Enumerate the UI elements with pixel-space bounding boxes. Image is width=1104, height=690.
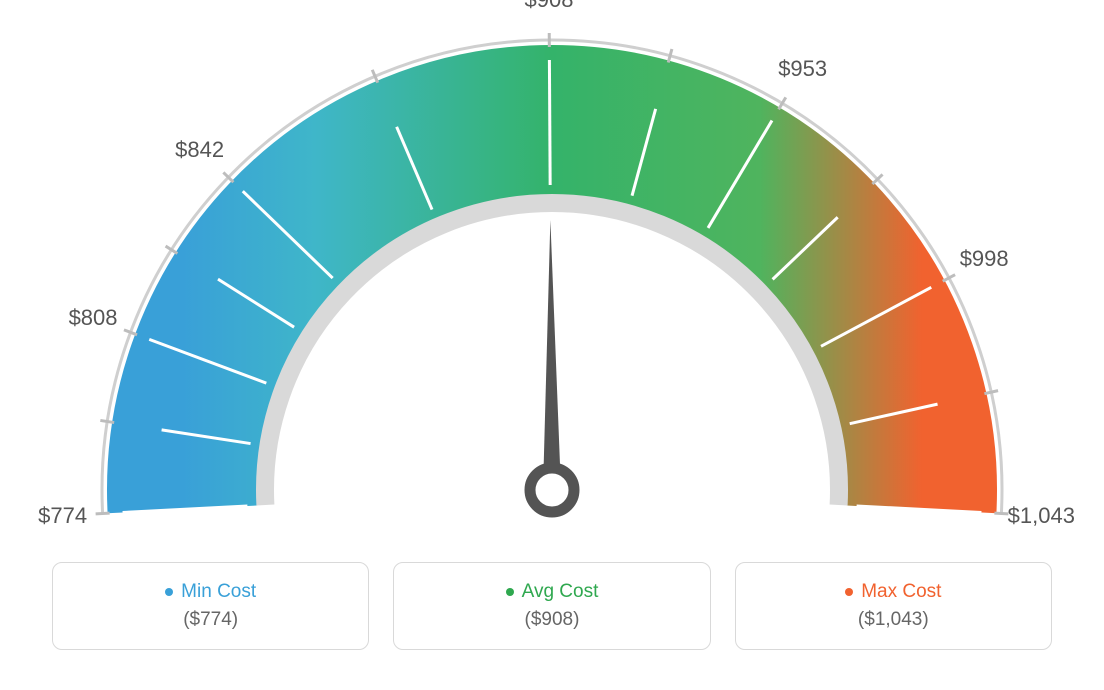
min-cost-card: Min Cost ($774) xyxy=(52,562,369,650)
avg-cost-title: Avg Cost xyxy=(506,581,599,603)
gauge-tick-label: $842 xyxy=(175,137,224,163)
max-dot-icon xyxy=(845,588,853,596)
gauge-tick-label: $1,043 xyxy=(1008,503,1075,529)
avg-cost-value: ($908) xyxy=(525,609,580,631)
max-cost-value: ($1,043) xyxy=(858,609,929,631)
min-cost-label: Min Cost xyxy=(181,581,256,603)
legend-row: Min Cost ($774) Avg Cost ($908) Max Cost… xyxy=(52,562,1052,650)
gauge-tick-label: $998 xyxy=(960,246,1009,272)
avg-dot-icon xyxy=(506,588,514,596)
gauge-tick-label: $953 xyxy=(778,56,827,82)
max-cost-label: Max Cost xyxy=(861,581,941,603)
gauge-tick-label: $774 xyxy=(38,503,87,529)
min-cost-title: Min Cost xyxy=(165,581,256,603)
gauge-chart xyxy=(0,0,1104,560)
avg-cost-card: Avg Cost ($908) xyxy=(393,562,710,650)
gauge-tick-label: $808 xyxy=(69,305,118,331)
max-cost-card: Max Cost ($1,043) xyxy=(735,562,1052,650)
min-cost-value: ($774) xyxy=(183,609,238,631)
max-cost-title: Max Cost xyxy=(845,581,941,603)
avg-cost-label: Avg Cost xyxy=(522,581,599,603)
min-dot-icon xyxy=(165,588,173,596)
gauge-tick-label: $908 xyxy=(525,0,574,13)
